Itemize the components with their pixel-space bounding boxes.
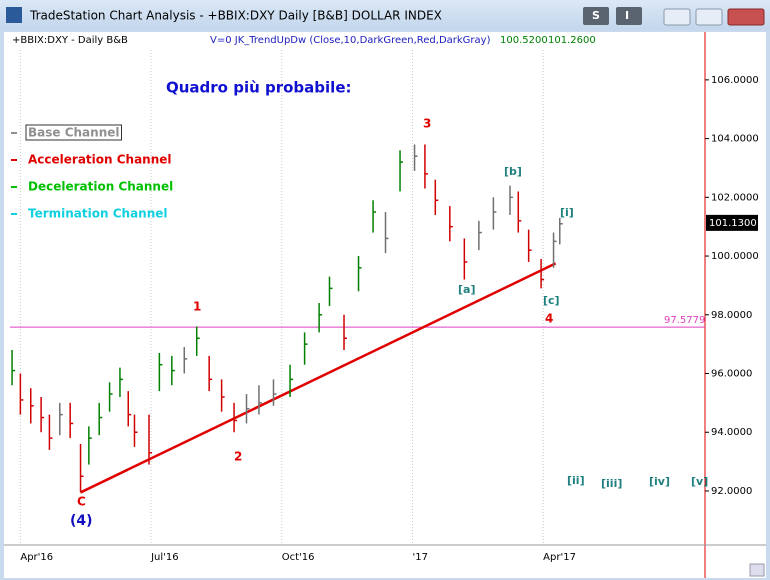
wave-label: 2	[234, 450, 242, 464]
y-tick-label: 96.0000	[711, 369, 752, 380]
y-tick-label: 94.0000	[711, 427, 752, 438]
minimize-button[interactable]	[663, 8, 691, 26]
wave-label: [i]	[560, 206, 574, 219]
legend-entry: Termination Channel	[28, 207, 168, 221]
wave-label: (4)	[70, 513, 93, 529]
last-price-label: 101.1300	[709, 218, 757, 229]
legend-entry: Deceleration Channel	[28, 180, 173, 194]
y-tick-label: 104.0000	[711, 134, 759, 145]
x-tick-label: Apr'17	[543, 552, 576, 563]
level-label: 97.5779	[664, 315, 705, 326]
app-icon	[6, 7, 22, 23]
wave-label: 3	[423, 117, 431, 131]
chart-title: Quadro più probabile:	[166, 79, 352, 97]
wave-label: 1	[193, 300, 201, 314]
wave-label: [iv]	[649, 475, 670, 488]
s-button[interactable]	[583, 7, 609, 25]
close-button[interactable]	[727, 8, 765, 26]
x-tick-label: Apr'16	[20, 552, 53, 563]
x-tick-label: Oct'16	[282, 552, 315, 563]
x-tick-label: '17	[412, 552, 427, 563]
symbol-label: +BBIX:DXY - Daily B&B	[12, 35, 128, 46]
y-tick-label: 98.0000	[711, 310, 752, 321]
scroll-icon[interactable]	[749, 563, 765, 577]
wave-label: [v]	[691, 475, 708, 488]
i-button-label[interactable]: I	[625, 9, 629, 22]
y-tick-label: 102.0000	[711, 192, 759, 203]
study-value: 100.5200	[500, 35, 548, 46]
i-button[interactable]	[616, 7, 642, 25]
x-tick-label: Jul'16	[150, 552, 179, 563]
legend-entry: Acceleration Channel	[28, 153, 172, 167]
last-price-box	[706, 214, 758, 231]
wave-label: [b]	[504, 165, 522, 178]
y-tick-label: 106.0000	[711, 75, 759, 86]
legend-box	[25, 124, 122, 141]
chart-area	[4, 32, 766, 578]
wave-label: [iii]	[601, 477, 622, 490]
study-value: 101.2600	[548, 35, 596, 46]
wave-label: C	[77, 495, 86, 509]
trend-line	[79, 262, 557, 494]
window-title: TradeStation Chart Analysis - +BBIX:DXY …	[29, 9, 442, 23]
legend-entry: Base Channel	[28, 126, 120, 140]
y-tick-label: 100.0000	[711, 251, 759, 262]
maximize-button[interactable]	[695, 8, 723, 26]
wave-label: 4	[545, 312, 553, 326]
study-label: V=0 JK_TrendUpDw (Close,10,DarkGreen,Red…	[210, 35, 491, 46]
wave-label: [a]	[458, 283, 475, 296]
wave-label: [ii]	[567, 474, 585, 487]
y-tick-label: 92.0000	[711, 486, 752, 497]
s-button-label[interactable]: S	[592, 9, 600, 22]
wave-label: [c]	[543, 294, 560, 307]
